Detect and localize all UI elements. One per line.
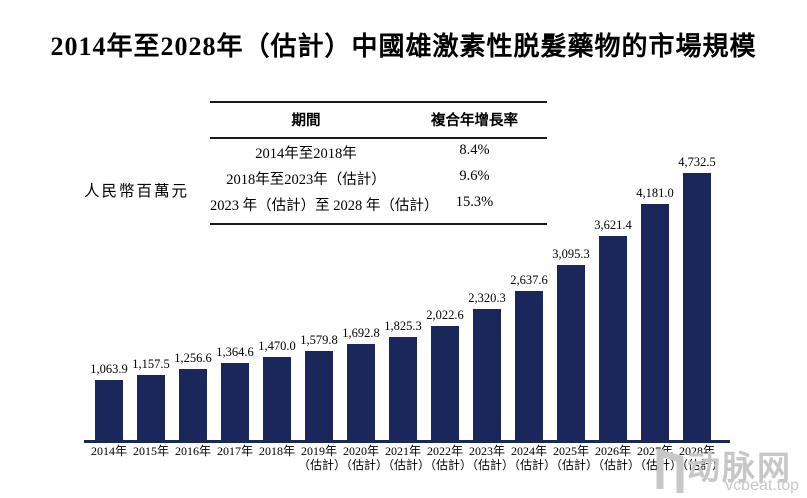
bar-value-label: 4,181.0 [636,186,674,200]
page-title: 2014年至2028年（估計）中國雄激素性脱髮藥物的市場規模 [50,32,757,61]
bar-value-label: 2,320.3 [468,291,506,305]
bar [641,204,669,440]
bar-value-label: 1,157.5 [132,357,170,371]
table-cell-period: 2014年至2018年 [255,145,357,162]
bar [683,173,711,440]
watermark-url-text: vcbeat.top [725,477,799,494]
table-cell-cagr: 8.4% [459,141,490,158]
table-row: 2023 年（估計）至 2028 年（估計） 15.3% [210,191,547,217]
bar [599,236,627,440]
bar [389,337,417,440]
bar-value-label: 3,621.4 [594,218,632,232]
bar [473,309,501,440]
watermark: 动脉网 vcbeat.top [655,443,805,497]
bar-group: 1,364.6 [214,345,256,440]
vcbeat-logo-icon [655,447,685,498]
bar [515,291,543,440]
bar [221,363,249,440]
bar-group: 2,022.6 [424,308,466,440]
table-bottom-border [210,223,547,225]
bar [305,351,333,440]
bar [263,357,291,440]
bar-group: 2,637.6 [508,273,550,440]
x-axis-tick-label: 2028年 （估計） [676,444,725,473]
bar-value-label: 4,732.5 [678,155,716,169]
bar-group: 3,095.3 [550,247,592,440]
bar [431,326,459,440]
y-axis-unit-label: 人民幣百萬元 [84,183,190,200]
bar-value-label: 1,364.6 [216,345,254,359]
x-axis-tick-label: 2017年 [216,444,253,458]
bar-group: 4,181.0 [634,186,676,440]
bar-value-label: 1,256.6 [174,351,212,365]
bar-group: 4,732.5 [676,155,718,440]
bar-value-label: 1,692.8 [342,326,380,340]
x-axis-tick-label: 2023年 （估計） [466,444,515,473]
table-row: 2018年至2023年（估計） 9.6% [210,165,547,191]
bar-value-label: 1,825.3 [384,319,422,333]
bar-value-label: 1,063.9 [90,362,128,376]
table-row: 2014年至2018年 8.4% [210,139,547,165]
bar [557,265,585,440]
bar-group: 1,063.9 [88,362,130,440]
x-axis-line [84,440,730,443]
bar-group: 2,320.3 [466,291,508,440]
x-axis-tick-label: 2020年 （估計） [340,444,389,473]
x-axis-tick-label: 2019年 （估計） [298,444,347,473]
table-header-cagr: 複合年增長率 [431,113,519,129]
bar-value-label: 3,095.3 [552,247,590,261]
x-axis-tick-label: 2016年 [174,444,211,458]
cagr-table: 期間 複合年增長率 2014年至2018年 8.4% 2018年至2023年（估… [210,101,547,225]
bar-value-label: 2,022.6 [426,308,464,322]
bar-value-label: 1,579.8 [300,333,338,347]
x-axis-tick-label: 2025年 （估計） [550,444,599,473]
bar-value-label: 2,637.6 [510,273,548,287]
x-axis-tick-label: 2018年 [258,444,295,458]
table-cell-period: 2018年至2023年（估計） [226,171,386,188]
x-axis-tick-label: 2014年 [90,444,127,458]
bar-group: 1,825.3 [382,319,424,440]
bar [179,369,207,440]
chart-plot-area: 1,063.9 1,157.5 1,256.6 1,364.6 1,470.0 1,579… [88,150,718,440]
bar [347,344,375,440]
table-top-border [210,101,547,103]
table-cell-cagr: 9.6% [459,167,490,184]
x-axis-labels: 2014年 2015年 2016年 2017年 2018年 2019年 （估計） 2020年（… [88,444,725,473]
table-header-period: 期間 [291,113,321,129]
x-axis-tick-label: 2015年 [132,444,169,458]
bar [95,380,123,440]
table-cell-period: 2023 年（估計）至 2028 年（估計） [210,197,439,214]
bar [137,375,165,440]
x-axis-tick-label: 2021年 （估計） [382,444,431,473]
x-axis-tick-label: 2026年 （估計） [592,444,641,473]
bar-group: 3,621.4 [592,218,634,440]
bar-group: 1,256.6 [172,351,214,440]
bar-value-label: 1,470.0 [258,339,296,353]
table-header-row: 期間 複合年增長率 [210,103,547,139]
table-cell-cagr: 15.3% [455,193,494,210]
bar-group: 1,692.8 [340,326,382,440]
x-axis-tick-label: 2024年 （估計） [508,444,557,473]
bar-group: 1,470.0 [256,339,298,440]
bar-group: 1,157.5 [130,357,172,440]
bar-chart: 1,063.9 1,157.5 1,256.6 1,364.6 1,470.0 1,579… [84,150,730,497]
watermark-logo-text: 动脉网 [687,449,792,486]
bar-group: 1,579.8 [298,333,340,440]
x-axis-tick-label: 2022年 （估計） [424,444,473,473]
